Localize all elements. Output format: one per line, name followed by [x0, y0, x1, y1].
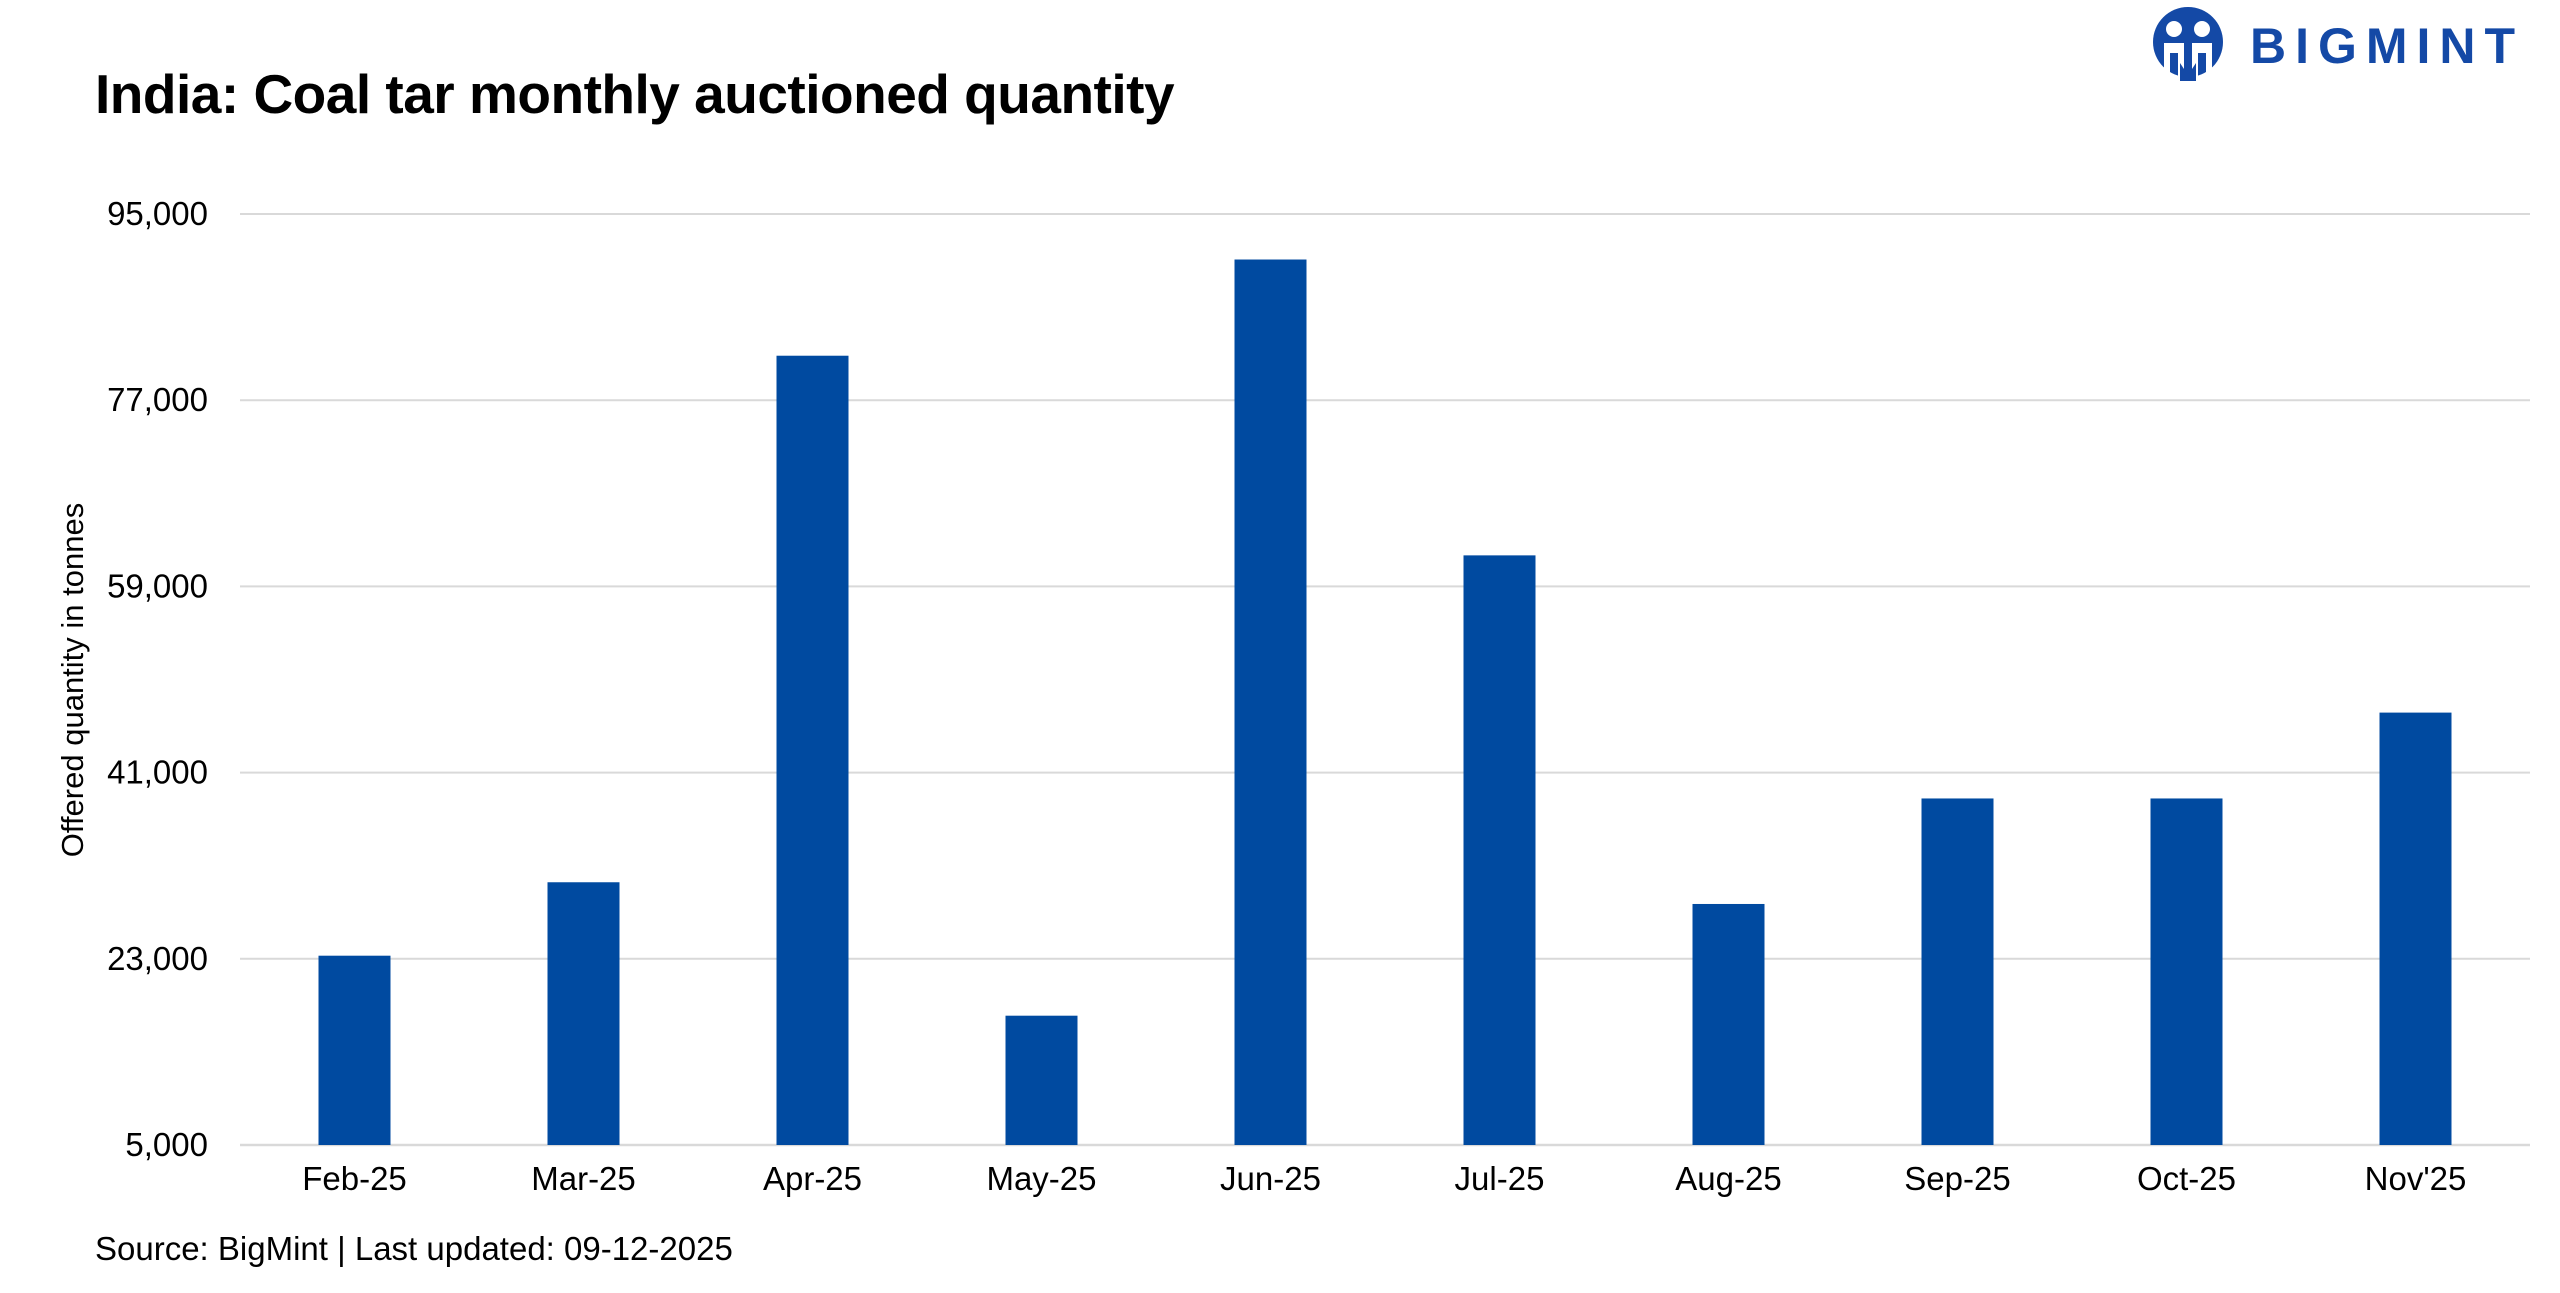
x-tick-label: Jun-25 [1220, 1160, 1321, 1197]
bigmint-logo-icon [2153, 7, 2223, 81]
y-tick-label: 95,000 [107, 195, 208, 232]
bar-apr-25 [776, 355, 849, 1146]
y-tick-label: 5,000 [125, 1126, 208, 1163]
y-tick-label: 59,000 [107, 567, 208, 604]
x-tick-label: May-25 [986, 1160, 1096, 1197]
x-tick-label: Oct-25 [2137, 1160, 2236, 1197]
bar-feb-25 [318, 955, 391, 1145]
source-note: Source: BigMint | Last updated: 09-12-20… [95, 1230, 733, 1267]
logo-text: BIGMINT [2250, 18, 2525, 74]
bar-sep-25 [1921, 798, 1994, 1145]
chart-title: India: Coal tar monthly auctioned quanti… [95, 63, 1175, 125]
bar-oct-25 [2150, 798, 2223, 1145]
gridlines [240, 213, 2530, 1147]
x-tick-label: Mar-25 [531, 1160, 636, 1197]
x-axis-ticks: Feb-25 Mar-25 Apr-25 May-25 Jun-25 Jul-25 Aug-… [302, 1160, 2466, 1197]
y-tick-label: 77,000 [107, 381, 208, 418]
x-tick-label: Feb-25 [302, 1160, 407, 1197]
x-tick-label: Sep-25 [1904, 1160, 2010, 1197]
x-tick-label: Nov'25 [2365, 1160, 2467, 1197]
x-tick-label: Aug-25 [1675, 1160, 1781, 1197]
y-tick-label: 41,000 [107, 754, 208, 791]
bigmint-logo: BIGMINT [2150, 5, 2550, 83]
bar-jul-25 [1463, 555, 1536, 1145]
bar-jun-25 [1234, 259, 1307, 1145]
bars [318, 259, 2452, 1146]
x-tick-label: Jul-25 [1455, 1160, 1545, 1197]
x-tick-label: Apr-25 [763, 1160, 862, 1197]
bar-nov-25 [2379, 712, 2452, 1145]
bar-aug-25 [1692, 903, 1765, 1145]
y-tick-label: 23,000 [107, 940, 208, 977]
y-axis-ticks: 5,000 23,000 41,000 59,000 77,000 95,000 [107, 195, 208, 1163]
bar-may-25 [1005, 1015, 1078, 1145]
bar-mar-25 [547, 882, 620, 1145]
y-axis-label: Offered quantity in tonnes [55, 503, 90, 857]
bar-chart: 5,000 23,000 41,000 59,000 77,000 95,000 Feb-… [55, 195, 2530, 1197]
